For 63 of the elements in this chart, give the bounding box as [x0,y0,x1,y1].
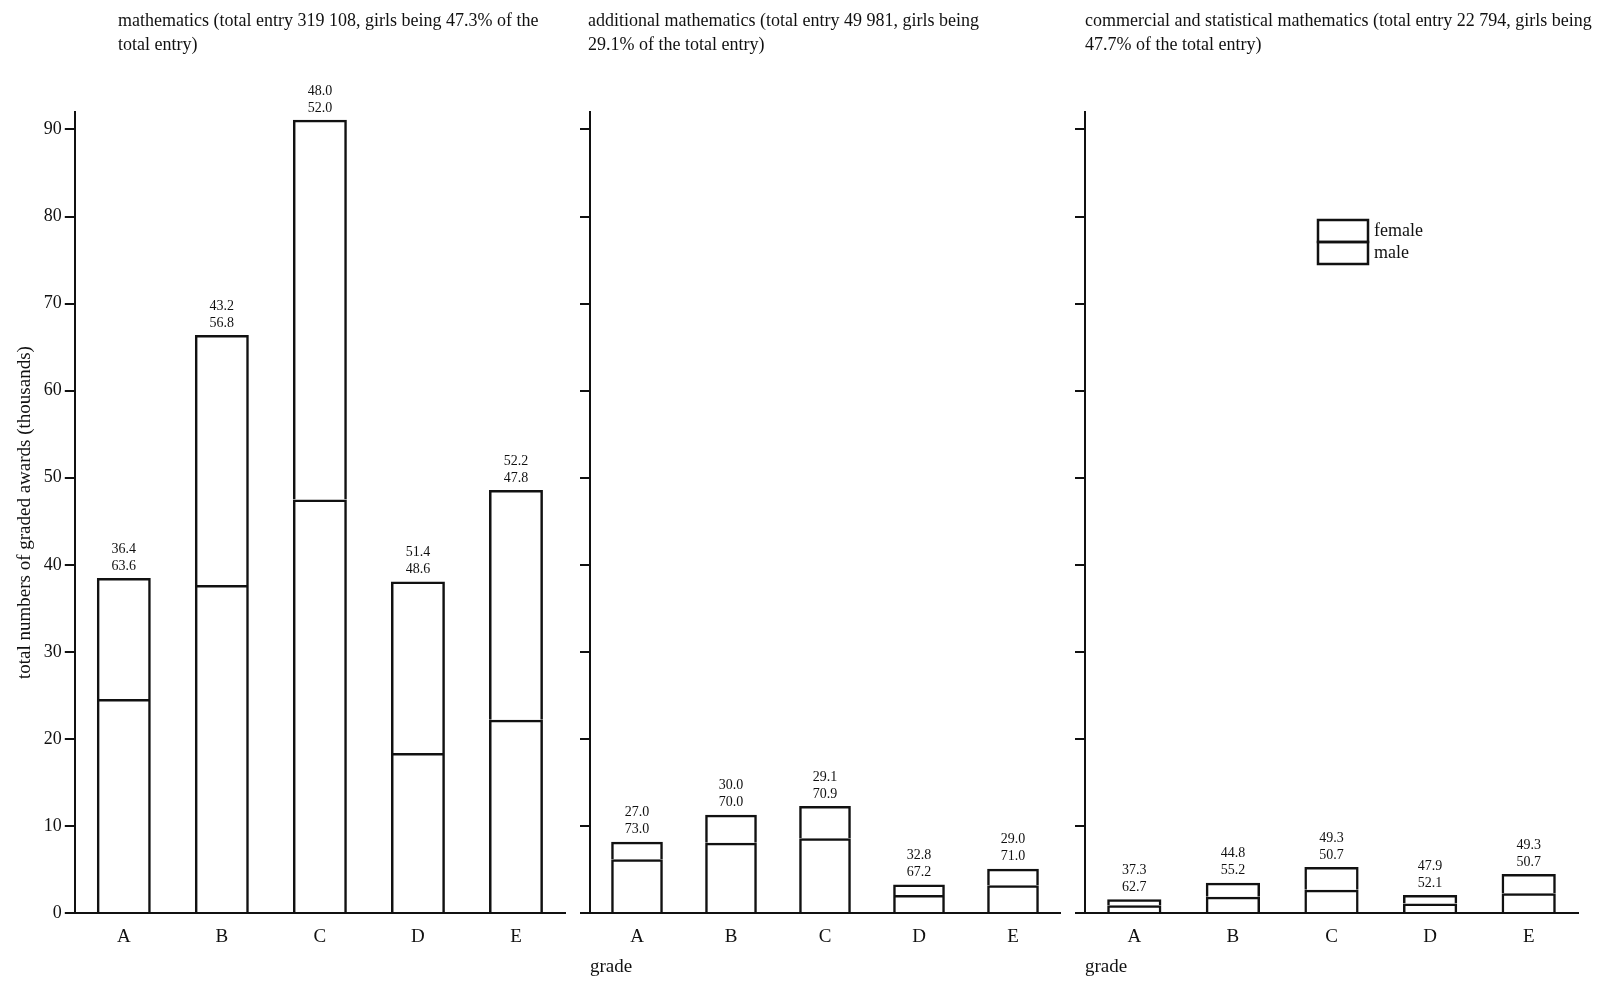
annotation: 50.7 [1319,846,1344,862]
annotation: 56.8 [209,314,235,330]
x-tick-label: E [510,924,522,946]
x-axis-title: grade [1085,955,1128,977]
annotation: 36.4 [111,540,137,556]
annotation: 30.0 [718,777,744,793]
annotation: 73.0 [624,821,650,837]
y-tick-label: 90 [43,118,62,139]
annotation: 29.1 [812,768,838,784]
x-tick-label: A [116,924,131,946]
x-axis-title: grade [590,955,633,977]
annotation: 49.3 [1516,836,1541,852]
annotation: 51.4 [405,544,431,560]
annotation: 52.2 [503,452,529,468]
y-tick-label: 60 [43,379,62,400]
annotation: 27.0 [624,804,650,820]
annotation: 47.9 [1417,857,1443,873]
annotation: 29.0 [1000,831,1026,847]
y-axis-title: total numbers of graded awards (thousands) [13,346,36,680]
y-tick-label: 70 [43,292,62,313]
legend-label: male [1374,241,1409,262]
annotation: 71.0 [1000,848,1026,864]
annotation: 62.7 [1122,878,1147,894]
annotation: 47.8 [503,469,529,485]
legend-label: female [1374,219,1423,240]
chart-title: commercial and statistical mathematics (total entry 22 794, girls being 47.7% of the total entry) [1085,9,1593,56]
chart-title: additional mathematics (total entry 49 981, girls being 29.1% of the total entry) [588,9,980,56]
annotation: 48.6 [405,561,431,577]
chart-title: mathematics (total entry 319 108, girls being 47.3% of the total entry) [118,9,540,56]
annotation: 52.1 [1417,874,1443,890]
x-tick-label: E [1522,924,1535,946]
x-tick-label: A [1127,924,1142,946]
x-tick-label: C [818,924,832,946]
annotation: 43.2 [209,297,235,313]
y-tick-label: 30 [43,640,62,661]
y-tick-label: 20 [43,727,62,748]
annotation: 37.3 [1122,861,1147,877]
annotation: 70.9 [812,785,838,801]
annotation: 70.0 [718,794,744,810]
annotation: 63.6 [111,557,137,573]
y-tick-label: 80 [43,205,62,226]
y-tick-label: 10 [43,814,62,835]
annotation: 32.8 [906,847,932,863]
x-tick-label: D [1423,924,1437,946]
x-tick-label: C [313,924,327,946]
annotation: 52.0 [307,99,333,115]
x-tick-label: C [1325,924,1338,946]
annotation: 50.7 [1516,853,1541,869]
annotation: 55.2 [1220,862,1246,878]
y-tick-label: 50 [43,466,62,487]
x-tick-label: D [912,924,926,946]
annotation: 44.8 [1220,845,1246,861]
x-tick-label: E [1007,924,1019,946]
x-tick-label: B [724,924,738,946]
annotation: 67.2 [906,864,932,880]
x-tick-label: A [630,924,645,946]
y-tick-label: 0 [52,901,62,922]
annotation: 48.0 [307,82,333,98]
x-tick-label: B [1226,924,1240,946]
x-tick-label: B [215,924,229,946]
x-tick-label: D [411,924,425,946]
annotation: 49.3 [1319,829,1344,845]
y-tick-label: 40 [43,553,62,574]
